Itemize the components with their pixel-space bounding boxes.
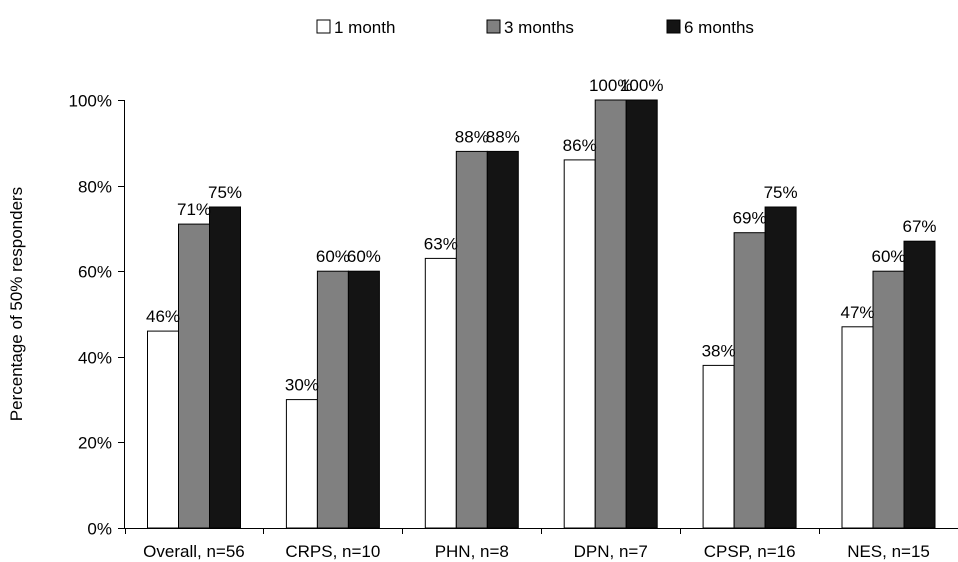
bar <box>903 240 936 529</box>
data-labels: 46%71%75%30%60%60%63%88%88% 86%100%100%38… <box>146 76 937 395</box>
y-axis: 0% 20% 40% 60% 80% 100% <box>69 92 125 539</box>
x-tick-label: PHN, n=8 <box>435 542 509 561</box>
data-label: 100% <box>589 76 632 95</box>
x-tick-label: Overall, n=56 <box>143 542 245 561</box>
data-label: 47% <box>840 303 874 322</box>
data-label: 100% <box>620 76 663 95</box>
legend-label: 1 month <box>334 18 395 37</box>
data-label: 75% <box>764 183 798 202</box>
data-label: 86% <box>563 136 597 155</box>
legend-label: 6 months <box>684 18 754 37</box>
data-label: 60% <box>871 247 905 266</box>
bar <box>733 232 766 529</box>
bar <box>347 270 380 529</box>
bar <box>702 364 735 529</box>
data-label: 88% <box>486 127 520 146</box>
bar <box>147 330 179 529</box>
legend-label: 3 months <box>504 18 574 37</box>
y-tick-label: 0% <box>87 520 112 539</box>
legend-swatch <box>486 19 501 34</box>
bar <box>841 326 874 529</box>
data-label: 30% <box>285 376 319 395</box>
data-label: 75% <box>208 183 242 202</box>
bar <box>285 399 318 529</box>
bar <box>486 150 519 529</box>
data-label: 69% <box>733 209 767 228</box>
x-tick-label: DPN, n=7 <box>574 542 648 561</box>
y-tick-label: 80% <box>78 178 112 197</box>
x-tick-label: NES, n=15 <box>847 542 930 561</box>
y-tick-label: 40% <box>78 349 112 368</box>
legend: 1 month 3 months 6 months <box>316 18 754 37</box>
bar <box>455 150 488 529</box>
bar <box>424 257 457 529</box>
data-label: 63% <box>424 234 458 253</box>
data-label: 60% <box>347 247 381 266</box>
bar <box>316 270 349 529</box>
data-label: 67% <box>902 217 936 236</box>
x-tick-label: CPSP, n=16 <box>704 542 796 561</box>
y-tick-label: 60% <box>78 263 112 282</box>
bar <box>563 159 596 529</box>
data-label: 88% <box>455 127 489 146</box>
data-label: 71% <box>177 200 211 219</box>
y-tick-label: 20% <box>78 434 112 453</box>
bar <box>764 206 797 529</box>
data-label: 46% <box>146 307 180 326</box>
y-axis-title: Percentage of 50% responders <box>7 187 26 421</box>
bar <box>594 99 627 529</box>
legend-swatch <box>316 19 331 34</box>
bars <box>147 99 936 529</box>
y-tick-label: 100% <box>69 92 112 111</box>
bar <box>178 223 210 529</box>
data-label: 60% <box>316 247 350 266</box>
x-axis: Overall, n=56 CRPS, n=10 PHN, n=8 DPN, n=7 C… <box>124 528 958 561</box>
data-label: 38% <box>702 341 736 360</box>
legend-swatch <box>666 19 681 34</box>
bar <box>625 99 658 529</box>
bar <box>872 270 905 529</box>
bar <box>209 206 241 529</box>
x-tick-label: CRPS, n=10 <box>285 542 380 561</box>
